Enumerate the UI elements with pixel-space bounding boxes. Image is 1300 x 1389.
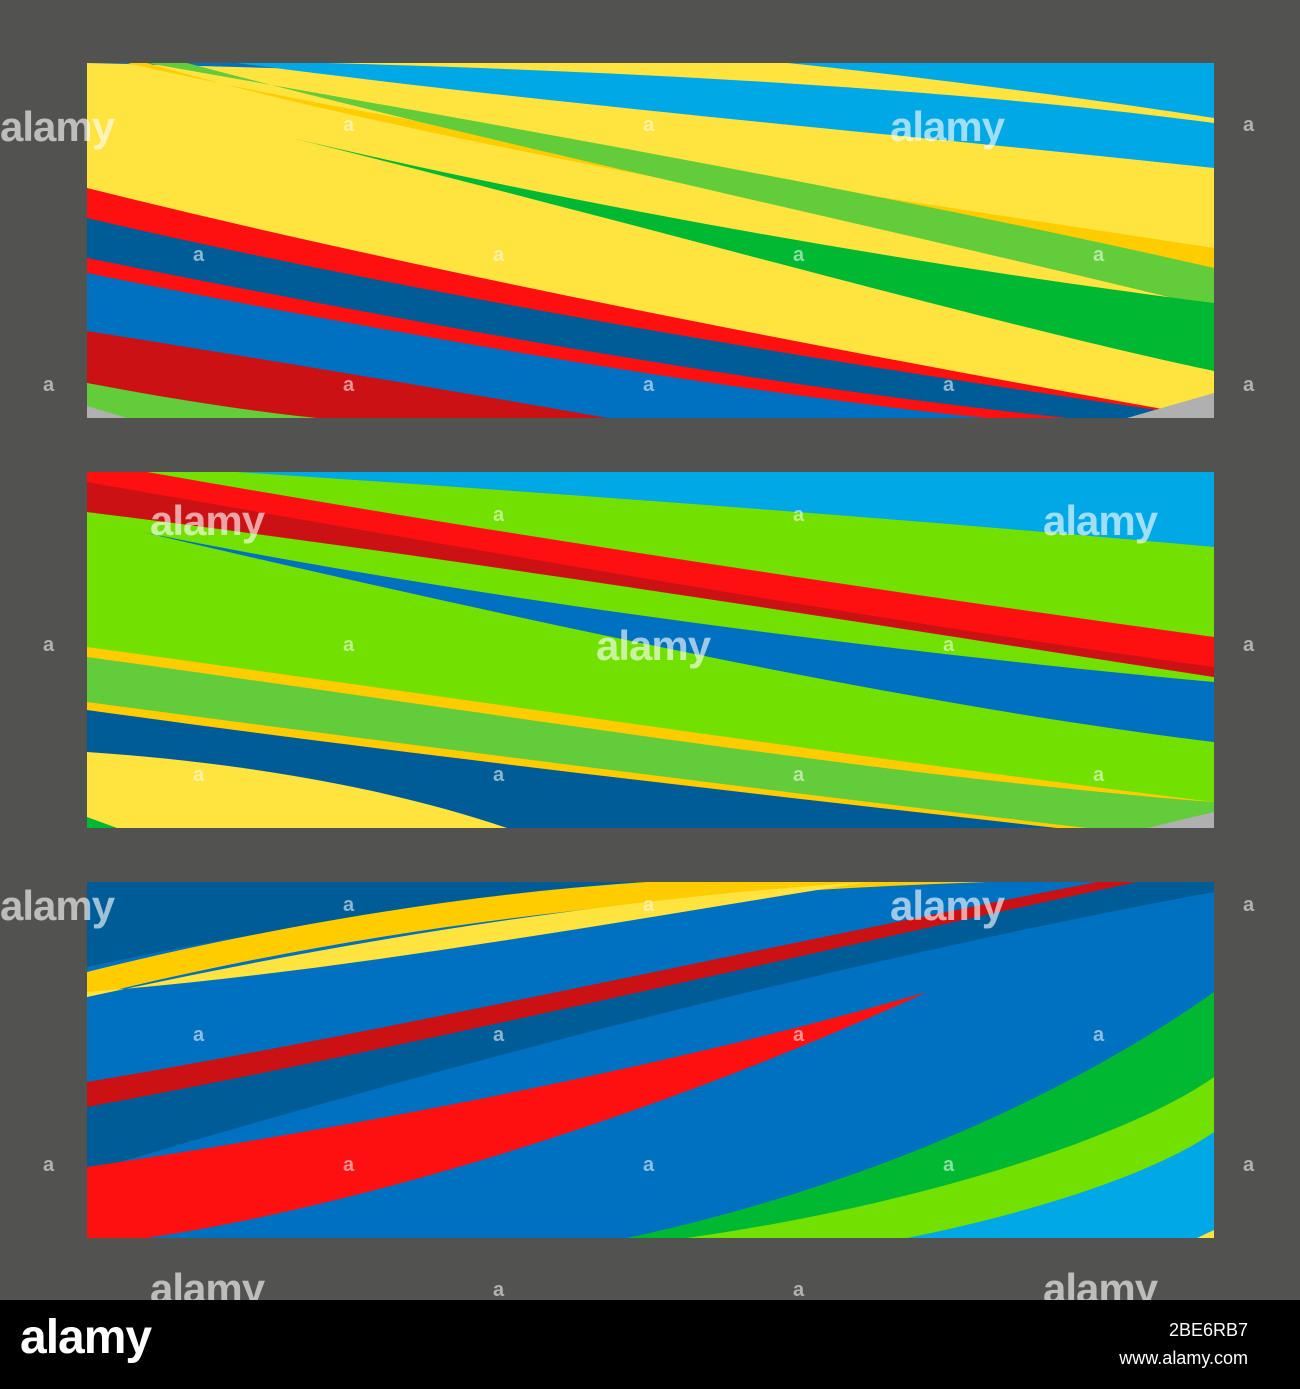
watermark-mark: a [1243,374,1255,396]
image-id: 2BE6RB7 [1168,1320,1248,1340]
stripes-artwork [87,882,1214,1238]
stripes-artwork [87,472,1214,828]
footer-bar: alamy 2BE6RB7 www.alamy.com [0,1300,1300,1389]
watermark-mark: a [43,634,55,656]
watermark-mark: a [1243,1154,1255,1176]
banner-green-red [87,472,1214,828]
footer-logo: alamy [20,1311,152,1364]
watermark-mark: a [793,1279,805,1301]
stripes-artwork [87,63,1214,418]
watermark-mark: a [1243,634,1255,656]
watermark-mark: a [1243,894,1255,916]
watermark-mark: a [43,1154,55,1176]
banner-yellow-green [87,63,1214,418]
banner-blue-red [87,882,1214,1238]
watermark-mark: a [493,1279,505,1301]
watermark-mark: a [43,374,55,396]
footer-url[interactable]: www.alamy.com [1119,1348,1248,1368]
watermark-mark: a [1243,114,1255,136]
